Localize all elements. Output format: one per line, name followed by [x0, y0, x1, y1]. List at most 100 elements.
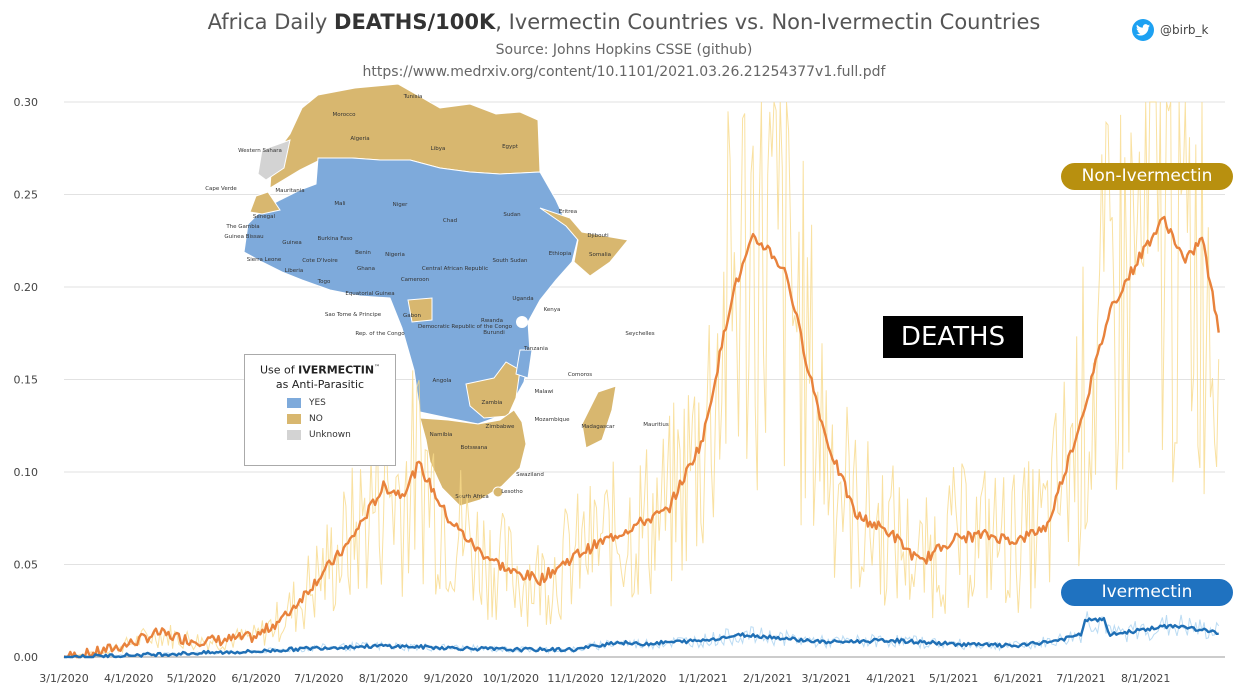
- map-country-label: Gabon: [403, 313, 421, 319]
- x-tick-label: 4/1/2020: [104, 672, 153, 685]
- map-country-label: Niger: [393, 202, 409, 208]
- map-country-no: [539, 207, 629, 277]
- africa-map: Tunisia Morocco Algeria Libya Egypt Western S…: [205, 83, 669, 507]
- twitter-handle[interactable]: @birb_k: [1132, 19, 1208, 41]
- swatch-unknown: [287, 429, 301, 440]
- x-tick-label: 9/1/2020: [424, 672, 473, 685]
- map-country-label: Kenya: [544, 307, 561, 313]
- twitter-icon: [1132, 19, 1154, 41]
- map-legend-title: Use of IVERMECTIN™ as Anti-Parasitic: [259, 363, 381, 391]
- x-tick-label: 11/1/2020: [547, 672, 603, 685]
- x-tick-label: 6/1/2021: [994, 672, 1043, 685]
- y-tick-label: 0.05: [14, 559, 39, 572]
- map-country-label: Mauritania: [275, 188, 304, 194]
- deaths-label: DEATHS: [883, 316, 1023, 358]
- map-country-label: Lesotho: [501, 489, 523, 495]
- non-ivermectin-line: [63, 215, 1220, 659]
- map-country-label: Chad: [443, 218, 457, 224]
- map-lake: [516, 316, 528, 328]
- y-tick-label: 0.25: [14, 189, 39, 202]
- map-country-label: Nigeria: [385, 252, 405, 258]
- x-tick-label: 3/1/2021: [801, 672, 850, 685]
- x-tick-label: 8/1/2020: [359, 672, 408, 685]
- map-country-label: Central African Republic: [422, 266, 488, 272]
- map-country-label: South Africa: [455, 494, 488, 500]
- ivermectin-badge: Ivermectin: [1061, 579, 1233, 606]
- ivermectin-line: [64, 617, 1219, 659]
- map-country-label: Cape Verde: [205, 186, 237, 192]
- map-country-label: Burkina Faso: [317, 236, 353, 242]
- chart-title: Africa Daily DEATHS/100K, Ivermectin Cou…: [207, 10, 1041, 34]
- map-country-label: Somalia: [589, 252, 611, 258]
- map-country-label: Cote D'Ivoire: [302, 258, 338, 264]
- x-tick-label: 7/1/2021: [1056, 672, 1105, 685]
- map-country-label: Guinea: [282, 240, 302, 246]
- map-country-no: [465, 361, 521, 419]
- non-ivermectin-badge: Non-Ivermectin: [1061, 163, 1233, 190]
- x-tick-label: 12/1/2020: [610, 672, 666, 685]
- x-tick-label: 8/1/2021: [1121, 672, 1170, 685]
- map-country-label: Sierra Leone: [247, 257, 282, 263]
- map-country-label: Benin: [355, 250, 371, 256]
- map-country-label: Ghana: [357, 266, 375, 272]
- map-country-label: Democratic Republic of the Congo: [418, 324, 513, 330]
- map-country-label: Tanzania: [523, 346, 548, 352]
- map-country-label: Togo: [317, 279, 331, 285]
- map-country-label: Rep. of the Congo: [355, 331, 405, 337]
- map-lesotho: [492, 486, 504, 498]
- map-country-label: Comoros: [568, 372, 592, 378]
- map-country-label: Sao Tome & Principe: [325, 312, 382, 318]
- x-tick-label: 10/1/2020: [483, 672, 539, 685]
- y-tick-label: 0.10: [14, 466, 39, 479]
- y-tick-label: 0.30: [14, 96, 39, 109]
- map-country-label: Botswana: [461, 445, 488, 451]
- map-country-label: Cameroon: [401, 277, 430, 283]
- map-country-label: Egypt: [502, 144, 519, 150]
- y-tick-label: 0.15: [14, 374, 39, 387]
- y-axis: 0.00 0.05 0.10 0.15 0.20 0.25 0.30: [14, 96, 39, 664]
- map-country-label: Rwanda: [481, 318, 503, 324]
- map-country-label: Zimbabwe: [486, 424, 516, 430]
- map-country-yes: [515, 349, 533, 379]
- map-country-label: Morocco: [332, 112, 356, 118]
- swatch-yes: [287, 397, 301, 408]
- source-url[interactable]: https://www.medrxiv.org/content/10.1101/…: [362, 64, 886, 80]
- map-country-label: Seychelles: [625, 331, 654, 337]
- map-country-label: South Sudan: [492, 258, 528, 264]
- map-legend-no: NO: [287, 413, 395, 424]
- map-legend-yes: YES: [287, 397, 395, 408]
- map-country-label: Mali: [334, 201, 346, 207]
- map-country-no: [249, 191, 281, 215]
- map-country-label: Libya: [431, 146, 446, 152]
- x-tick-label: 2/1/2021: [743, 672, 792, 685]
- map-country-label: Western Sahara: [238, 148, 282, 154]
- map-country-label: Namibia: [430, 432, 453, 438]
- map-country-label: Angola: [432, 378, 451, 384]
- map-country-label: Swaziland: [516, 472, 544, 478]
- legend-yes-label: YES: [309, 397, 326, 408]
- swatch-no: [287, 413, 301, 424]
- map-country-label: Mauritius: [643, 422, 669, 428]
- map-country-label: Senegal: [253, 214, 276, 220]
- map-country-no: [581, 385, 617, 449]
- x-tick-label: 1/1/2021: [678, 672, 727, 685]
- x-tick-label: 3/1/2020: [39, 672, 88, 685]
- y-tick-label: 0.20: [14, 281, 39, 294]
- non-ivermectin-raw-line: [63, 101, 1220, 658]
- map-country-label: Madagascar: [581, 424, 615, 430]
- map-country-label: Uganda: [512, 296, 533, 302]
- map-country-label: The Gambia: [225, 224, 259, 230]
- smoothed-series: [63, 215, 1220, 659]
- source-text: Source: Johns Hopkins CSSE (github): [495, 42, 753, 58]
- map-country-label: Tunisia: [403, 94, 423, 100]
- y-tick-label: 0.00: [14, 651, 39, 664]
- x-tick-label: 5/1/2021: [929, 672, 978, 685]
- legend-no-label: NO: [309, 413, 323, 424]
- map-country-no: [407, 297, 433, 323]
- map-country-label: Malawi: [534, 389, 554, 395]
- map-country-label: Guinea Bissau: [224, 234, 263, 240]
- legend-unknown-label: Unknown: [309, 429, 351, 440]
- map-country-label: Zambia: [482, 400, 503, 406]
- map-country-label: Liberia: [285, 268, 304, 274]
